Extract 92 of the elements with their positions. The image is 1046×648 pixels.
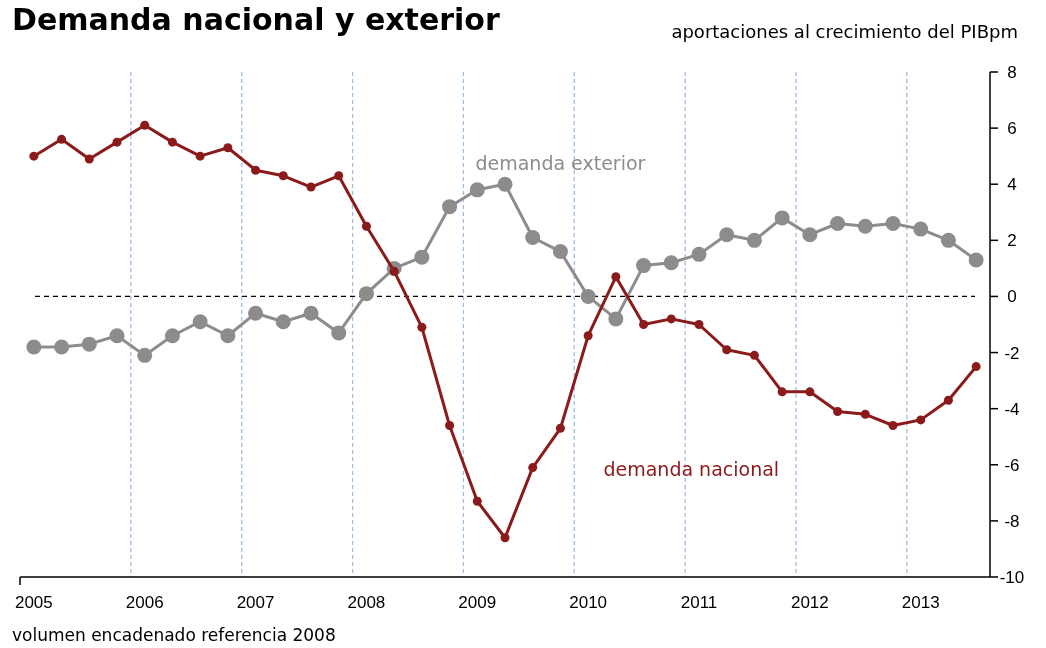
- chart-subtitle: aportaciones al crecimiento del PIBpm: [671, 21, 1018, 42]
- y-tick-label: -10: [999, 568, 1025, 587]
- point: [746, 232, 762, 248]
- y-tick-label: 4: [1007, 175, 1017, 195]
- point: [555, 423, 565, 433]
- point: [663, 255, 679, 271]
- point: [608, 311, 624, 327]
- x-tick-label: 2005: [14, 593, 53, 612]
- point: [109, 328, 125, 344]
- x-tick-label: 2010: [569, 593, 608, 612]
- point: [833, 406, 843, 416]
- point: [722, 345, 732, 355]
- point: [361, 221, 371, 231]
- point: [940, 232, 956, 248]
- point: [580, 288, 596, 304]
- y-tick-label: 0: [1007, 287, 1017, 307]
- y-tick-label: -6: [1004, 455, 1020, 475]
- point: [611, 272, 621, 282]
- point: [719, 227, 735, 243]
- y-tick-label: -8: [1004, 511, 1020, 531]
- point: [777, 387, 787, 397]
- point: [639, 320, 649, 329]
- series-label: demanda exterior: [475, 152, 646, 175]
- point: [497, 176, 513, 192]
- point: [749, 350, 759, 360]
- point: [303, 305, 319, 321]
- point: [445, 421, 455, 430]
- point: [971, 362, 981, 372]
- point: [220, 328, 236, 344]
- point: [140, 120, 150, 130]
- point: [26, 339, 42, 355]
- y-tick-label: 8: [1007, 63, 1017, 82]
- x-tick-label: 2006: [125, 593, 164, 612]
- point: [472, 496, 482, 506]
- point: [885, 216, 901, 231]
- point: [137, 347, 153, 363]
- text: demanda nacional: [603, 458, 780, 480]
- point: [857, 218, 873, 234]
- point: [636, 258, 652, 274]
- point: [691, 246, 707, 262]
- x-tick-label: 2008: [347, 593, 386, 612]
- point: [414, 249, 430, 265]
- point: [331, 325, 347, 341]
- point: [860, 409, 870, 419]
- y-tick-label: -4: [1004, 399, 1020, 419]
- point: [306, 182, 316, 192]
- point: [916, 415, 926, 425]
- point: [888, 421, 898, 430]
- x-tick-label: 2013: [901, 593, 940, 612]
- chart-title: Demanda nacional y exterior: [12, 2, 500, 37]
- point: [500, 533, 510, 543]
- point: [275, 314, 291, 330]
- point: [251, 165, 261, 175]
- point: [164, 328, 180, 344]
- point: [29, 151, 39, 161]
- point: [54, 339, 70, 355]
- point: [334, 171, 344, 181]
- point: [192, 314, 208, 330]
- point: [195, 151, 205, 161]
- x-tick-label: 2009: [458, 593, 497, 612]
- x-tick-label: 2012: [790, 593, 829, 612]
- y-tick-label: 6: [1007, 119, 1017, 139]
- point: [84, 154, 94, 164]
- point: [943, 395, 953, 405]
- text: volumen encadenado referencia 2008: [12, 625, 336, 645]
- point: [248, 305, 264, 321]
- point: [81, 336, 97, 352]
- point: [223, 143, 233, 153]
- point: [112, 137, 122, 147]
- y-tick-label: -2: [1004, 343, 1020, 363]
- x-tick-label: 2011: [680, 593, 718, 612]
- point: [694, 320, 704, 329]
- point: [525, 230, 541, 246]
- point: [666, 314, 676, 324]
- point: [913, 221, 929, 237]
- point: [774, 210, 790, 226]
- y-tick-label: 2: [1007, 231, 1017, 251]
- point: [830, 216, 846, 231]
- point: [278, 171, 288, 181]
- point: [167, 137, 177, 147]
- point: [552, 244, 568, 260]
- point: [57, 134, 67, 144]
- point: [469, 182, 485, 198]
- point: [805, 387, 815, 397]
- point: [528, 463, 538, 473]
- x-tick-label: 2007: [236, 593, 275, 612]
- point: [968, 252, 984, 268]
- point: [802, 227, 818, 243]
- point: [358, 286, 374, 302]
- point: [583, 331, 593, 341]
- point: [442, 199, 458, 215]
- point: [417, 322, 427, 332]
